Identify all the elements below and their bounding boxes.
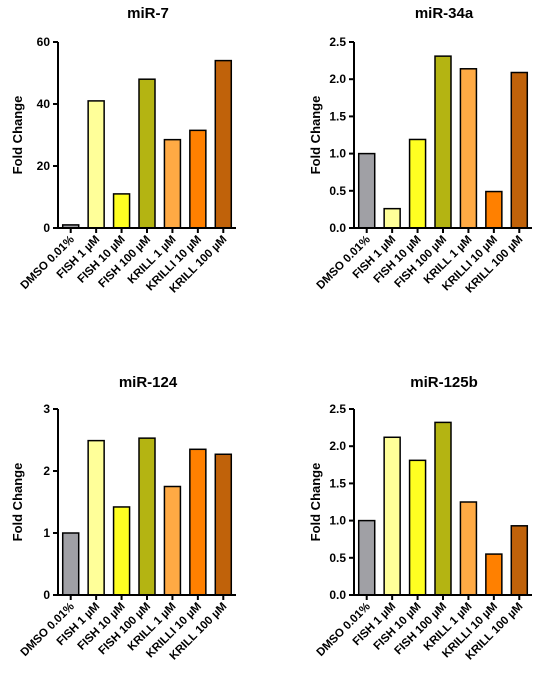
y-axis-label: Fold Change (10, 463, 25, 542)
y-tick-label: 3 (43, 402, 50, 416)
y-tick-label: 2.5 (329, 35, 346, 49)
bar-6 (189, 448, 207, 596)
y-tick-label: 0 (43, 221, 50, 235)
y-tick-label: 1.5 (329, 109, 346, 123)
bar-6 (485, 190, 503, 229)
y-tick-label: 2.5 (329, 402, 346, 416)
y-tick-label: 2.0 (329, 72, 346, 86)
bar-3 (408, 459, 427, 596)
bar-5 (163, 485, 182, 596)
bar-4 (138, 78, 156, 229)
y-tick-label: 60 (37, 35, 51, 49)
y-axis-label: Fold Change (10, 96, 25, 175)
bar-2 (383, 436, 401, 596)
bar-3 (408, 138, 427, 229)
y-tick-label: 1.0 (329, 514, 346, 528)
bar-1 (61, 532, 80, 596)
bar-2 (87, 439, 105, 596)
y-tick-label: 40 (37, 97, 51, 111)
y-tick-label: 20 (37, 159, 51, 173)
y-axis-label: Fold Change (308, 96, 323, 175)
y-tick-label: 0.5 (329, 184, 346, 198)
y-tick-label: 1 (43, 526, 50, 540)
bar-4 (434, 55, 452, 229)
y-tick-label: 0 (43, 588, 50, 602)
chart-title: miR-124 (119, 374, 178, 391)
bar-4 (434, 421, 452, 596)
chart-title: miR-34a (415, 5, 474, 22)
bar-3 (112, 506, 131, 596)
y-tick-label: 2.0 (329, 439, 346, 453)
y-axis-label: Fold Change (308, 463, 323, 542)
y-tick-label: 0.0 (329, 221, 346, 235)
y-tick-label: 2 (43, 464, 50, 478)
y-tick-label: 1.5 (329, 476, 346, 490)
bar-6 (485, 553, 503, 596)
y-tick-label: 1.0 (329, 147, 346, 161)
bar-5 (459, 501, 478, 596)
bar-5 (459, 68, 478, 229)
y-tick-label: 0.0 (329, 588, 346, 602)
bar-5 (163, 138, 182, 229)
chart-title: miR-125b (410, 374, 478, 391)
bar-7 (510, 525, 529, 596)
bar-3 (112, 193, 131, 229)
bar-2 (87, 100, 105, 229)
bar-6 (189, 129, 207, 229)
bar-7 (214, 453, 233, 596)
bar-4 (138, 437, 156, 596)
bar-1 (357, 519, 376, 596)
bar-7 (214, 59, 233, 229)
chart-title: miR-7 (127, 5, 169, 22)
y-tick-label: 0.5 (329, 551, 346, 565)
bar-7 (510, 71, 529, 229)
bar-1 (357, 152, 376, 229)
bar-2 (383, 207, 401, 229)
